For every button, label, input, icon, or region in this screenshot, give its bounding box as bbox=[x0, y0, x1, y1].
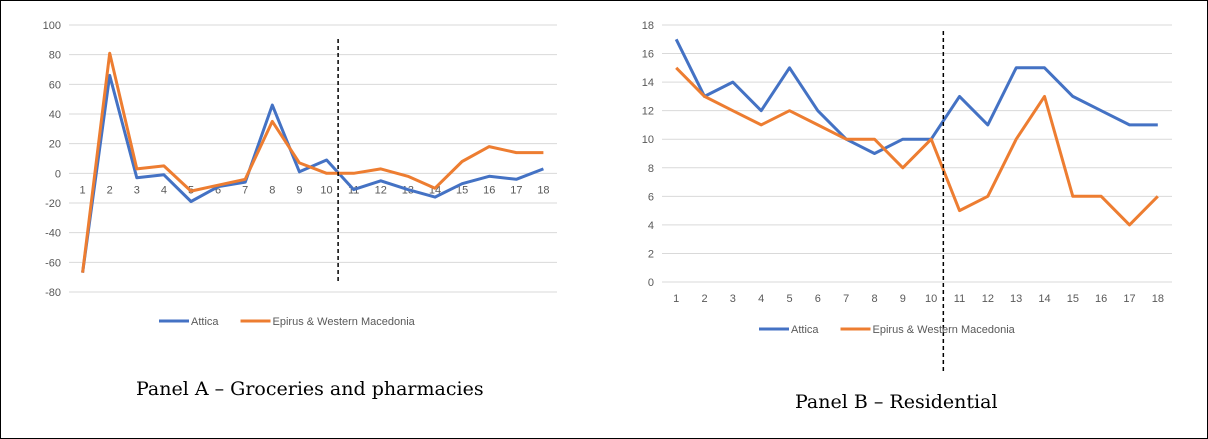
x-tick-label: 16 bbox=[483, 184, 495, 196]
series-line-epirus bbox=[81, 51, 544, 273]
x-tick-label: 9 bbox=[900, 293, 906, 305]
x-tick-label: 14 bbox=[1038, 293, 1050, 305]
x-tick-label: 8 bbox=[269, 184, 275, 196]
y-tick-label: 60 bbox=[49, 79, 61, 91]
x-tick-label: 6 bbox=[215, 184, 221, 196]
y-tick-label: 8 bbox=[648, 163, 654, 175]
x-tick-label: 15 bbox=[456, 184, 468, 196]
x-tick-label: 12 bbox=[982, 293, 994, 305]
panel-b-caption: Panel B – Residential bbox=[795, 391, 998, 413]
x-tick-label: 10 bbox=[925, 293, 937, 305]
y-tick-label: 18 bbox=[642, 20, 654, 32]
y-tick-label: 80 bbox=[49, 50, 61, 62]
y-tick-label: 2 bbox=[648, 248, 654, 260]
panel-a-caption: Panel A – Groceries and pharmacies bbox=[136, 378, 484, 400]
series-line-attica bbox=[81, 73, 544, 273]
series-line-epirus bbox=[675, 66, 1159, 227]
x-tick-label: 4 bbox=[758, 293, 764, 305]
x-tick-label: 10 bbox=[320, 184, 332, 196]
y-tick-label: 100 bbox=[43, 20, 61, 32]
y-tick-label: -80 bbox=[45, 287, 61, 299]
x-tick-label: 4 bbox=[161, 184, 167, 196]
x-tick-label: 7 bbox=[242, 184, 248, 196]
legend-label: Epirus & Western Macedonia bbox=[273, 316, 416, 328]
x-tick-label: 18 bbox=[1152, 293, 1164, 305]
y-tick-label: 4 bbox=[648, 220, 654, 232]
x-tick-label: 9 bbox=[296, 184, 302, 196]
x-tick-label: 8 bbox=[871, 293, 877, 305]
x-tick-label: 18 bbox=[537, 184, 549, 196]
y-tick-label: 0 bbox=[648, 277, 654, 289]
y-tick-label: -40 bbox=[45, 228, 61, 240]
x-tick-label: 1 bbox=[79, 184, 85, 196]
x-tick-label: 11 bbox=[954, 293, 965, 305]
x-tick-label: 2 bbox=[107, 184, 113, 196]
legend-label: Epirus & Western Macedonia bbox=[873, 324, 1016, 336]
x-tick-label: 1 bbox=[673, 293, 679, 305]
y-tick-label: 40 bbox=[49, 109, 61, 121]
y-tick-label: 16 bbox=[642, 49, 654, 61]
x-tick-label: 3 bbox=[134, 184, 140, 196]
x-tick-label: 7 bbox=[843, 293, 849, 305]
x-tick-label: 3 bbox=[730, 293, 736, 305]
legend-label: Attica bbox=[791, 324, 819, 336]
x-tick-label: 2 bbox=[701, 293, 707, 305]
x-tick-label: 5 bbox=[786, 293, 792, 305]
x-tick-label: 17 bbox=[510, 184, 522, 196]
x-tick-label: 12 bbox=[375, 184, 387, 196]
y-tick-label: 6 bbox=[648, 191, 654, 203]
y-tick-label: 12 bbox=[642, 106, 654, 118]
legend-label: Attica bbox=[191, 316, 219, 328]
x-tick-label: 15 bbox=[1067, 293, 1079, 305]
y-tick-label: -20 bbox=[45, 198, 61, 210]
x-tick-label: 13 bbox=[1010, 293, 1022, 305]
y-tick-label: 14 bbox=[642, 77, 654, 89]
x-tick-label: 16 bbox=[1095, 293, 1107, 305]
y-tick-label: 20 bbox=[49, 139, 61, 151]
y-tick-label: 0 bbox=[55, 168, 61, 180]
x-tick-label: 6 bbox=[815, 293, 821, 305]
series-line-attica bbox=[674, 38, 1158, 155]
y-tick-label: 10 bbox=[642, 134, 654, 146]
y-tick-label: -60 bbox=[45, 257, 61, 269]
x-tick-label: 17 bbox=[1123, 293, 1135, 305]
